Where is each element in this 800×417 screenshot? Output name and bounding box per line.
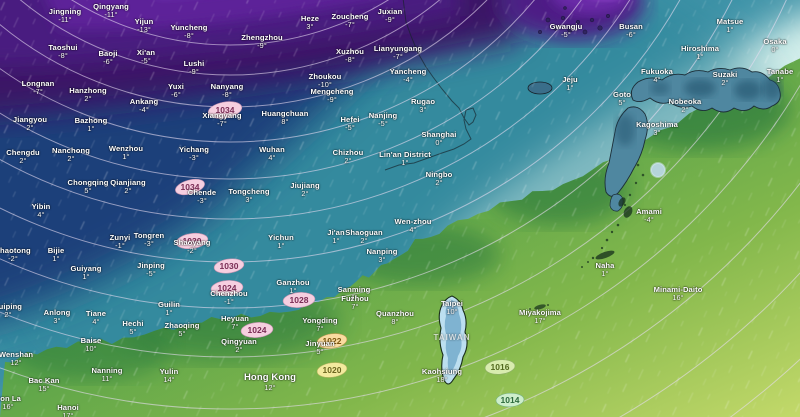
- svg-text:1020: 1020: [323, 365, 342, 375]
- svg-text:1028: 1028: [290, 295, 309, 305]
- svg-text:1030: 1030: [220, 261, 239, 271]
- svg-text:1024: 1024: [248, 325, 267, 335]
- svg-text:1014: 1014: [501, 395, 520, 405]
- svg-text:1016: 1016: [491, 362, 510, 372]
